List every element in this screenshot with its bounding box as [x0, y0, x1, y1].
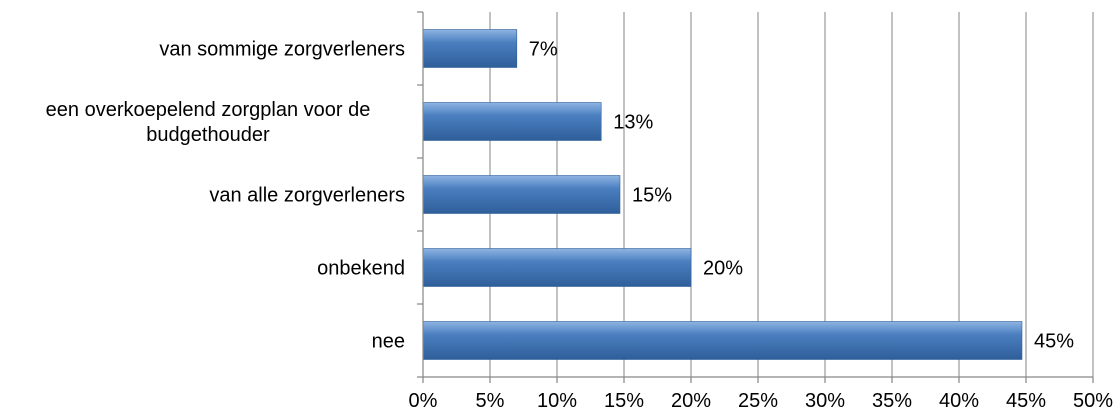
data-label: 45%	[1034, 331, 1074, 353]
bar	[422, 29, 518, 68]
bar	[422, 321, 1023, 360]
x-tick-label: 0%	[409, 390, 438, 412]
data-label: 20%	[703, 258, 743, 280]
axes	[417, 11, 1094, 383]
data-label: 7%	[529, 39, 558, 61]
x-tick-label: 15%	[604, 390, 644, 412]
gridlines	[489, 12, 1094, 377]
category-label: onbekend	[317, 258, 405, 280]
labels: 7% 13% 15% 20% 45% van sommige zorgverleners e…	[46, 39, 1114, 413]
x-tick-label: 40%	[939, 390, 979, 412]
category-label: een overkoepelend zorgplan voor de	[46, 99, 371, 121]
category-label: van sommige zorgverleners	[159, 39, 405, 61]
bar	[422, 102, 602, 141]
data-label: 13%	[613, 112, 653, 134]
category-label: van alle zorgverleners	[209, 185, 405, 207]
x-tick-label: 25%	[738, 390, 778, 412]
bars	[422, 29, 1023, 360]
x-tick-label: 10%	[537, 390, 577, 412]
x-tick-label: 5%	[476, 390, 505, 412]
data-label: 15%	[632, 185, 672, 207]
bar	[422, 175, 621, 214]
category-label: budgethouder	[146, 124, 270, 146]
x-tick-label: 50%	[1073, 390, 1113, 412]
category-label: nee	[372, 331, 405, 353]
x-tick-label: 20%	[671, 390, 711, 412]
x-tick-label: 35%	[872, 390, 912, 412]
bar	[422, 248, 692, 287]
x-tick-label: 30%	[805, 390, 845, 412]
x-tick-label: 45%	[1006, 390, 1046, 412]
